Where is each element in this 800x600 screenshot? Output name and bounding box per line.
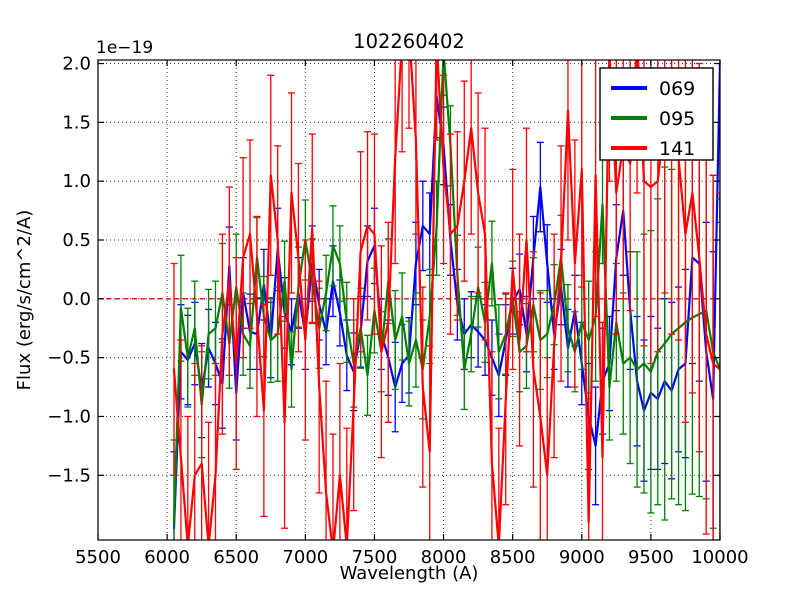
y-axis-offset-text: 1e−19 bbox=[96, 38, 153, 58]
y-tick-label: 0.5 bbox=[62, 230, 91, 251]
tick-labels: 5500 6000 6500 7000 7500 8000 8500 9000 9500 1000… bbox=[47, 54, 748, 568]
axes-frame bbox=[97, 59, 721, 541]
chart-title: 102260402 bbox=[353, 30, 465, 53]
y-tick-label: −0.5 bbox=[47, 348, 91, 369]
y-tick-label: 0.0 bbox=[62, 289, 91, 310]
tick-marks bbox=[97, 60, 721, 540]
x-axis-label: Wavelength (A) bbox=[340, 563, 479, 584]
x-tick-label: 6500 bbox=[213, 547, 259, 568]
x-tick-label: 7000 bbox=[282, 547, 328, 568]
x-tick-label: 9500 bbox=[628, 547, 674, 568]
legend-box bbox=[599, 67, 714, 161]
legend-label-095: 095 bbox=[659, 108, 695, 130]
x-tick-label: 5500 bbox=[75, 547, 121, 568]
y-tick-label: −1.0 bbox=[47, 406, 91, 427]
x-tick-label: 10000 bbox=[691, 547, 748, 568]
legend: 069 095 141 bbox=[599, 67, 714, 161]
y-tick-label: 2.0 bbox=[62, 54, 91, 75]
x-tick-label: 6000 bbox=[144, 547, 190, 568]
x-tick-label: 8500 bbox=[490, 547, 536, 568]
y-tick-label: 1.5 bbox=[62, 112, 91, 133]
legend-label-069: 069 bbox=[659, 78, 695, 100]
y-axis-label: Flux (erg/s/cm^2/A) bbox=[14, 210, 35, 391]
x-tick-label: 8000 bbox=[421, 547, 467, 568]
series-095-line bbox=[172, 60, 720, 524]
y-tick-label: −1.5 bbox=[47, 465, 91, 486]
legend-label-141: 141 bbox=[659, 138, 695, 160]
x-tick-label: 9000 bbox=[559, 547, 605, 568]
x-tick-label: 7500 bbox=[352, 547, 398, 568]
y-tick-label: 1.0 bbox=[62, 171, 91, 192]
